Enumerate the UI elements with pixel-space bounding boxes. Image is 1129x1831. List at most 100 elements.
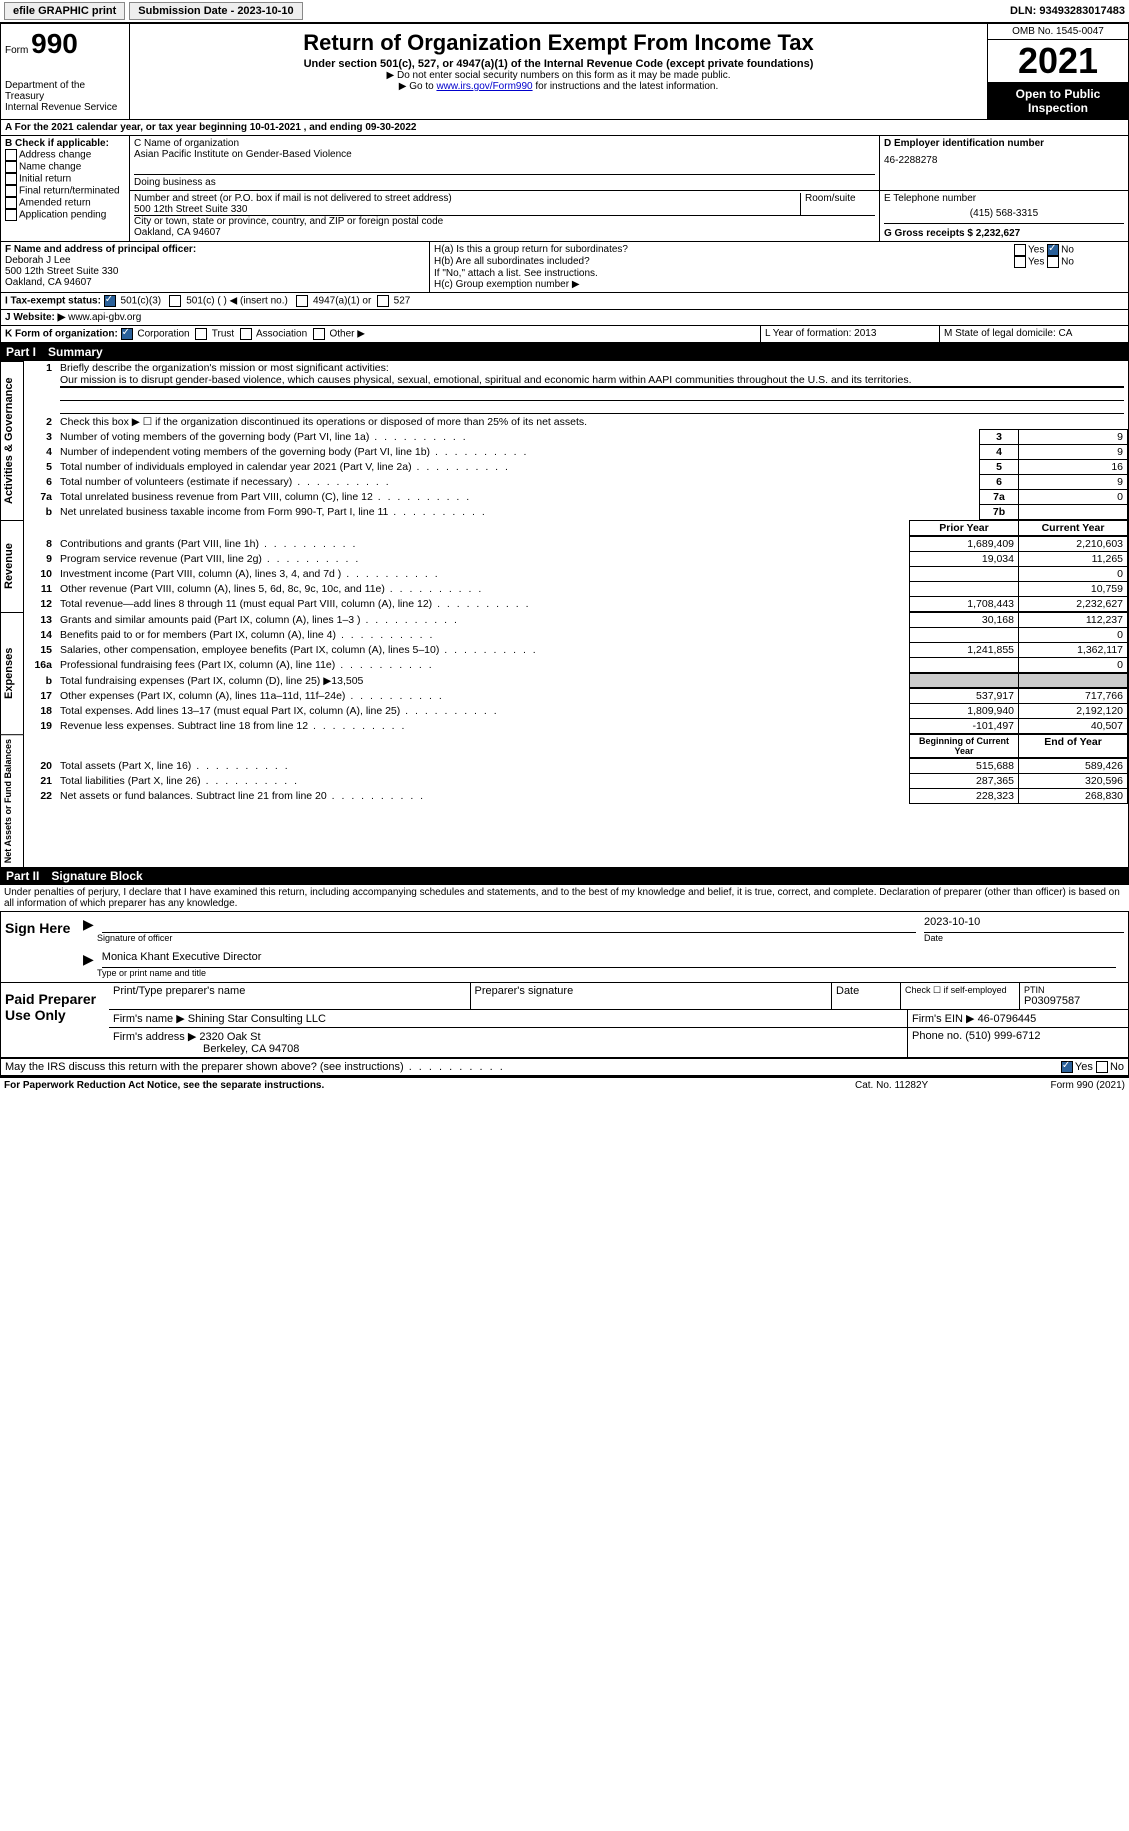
h-c: H(c) Group exemption number ▶: [434, 279, 1124, 290]
type-name-label: Type or print name and title: [97, 968, 1124, 978]
dba-label: Doing business as: [134, 177, 875, 188]
l1-label: Briefly describe the organization's miss…: [60, 362, 389, 374]
h-note: If "No," attach a list. See instructions…: [434, 268, 1124, 279]
box-m: M State of legal domicile: CA: [940, 326, 1129, 343]
ptin-value: P03097587: [1024, 995, 1124, 1007]
footer-mid: Cat. No. 11282Y: [855, 1080, 1005, 1091]
cb-trust[interactable]: [195, 328, 207, 340]
part2-title: Signature Block: [51, 869, 142, 883]
efile-print-button[interactable]: efile GRAPHIC print: [4, 2, 125, 20]
discuss-text: May the IRS discuss this return with the…: [5, 1061, 1061, 1073]
cb-hb-yes[interactable]: [1014, 256, 1026, 268]
col-current: Current Year: [1019, 521, 1128, 536]
sig-date-label: Date: [924, 933, 1124, 943]
part1-header: Part I Summary: [0, 343, 1129, 361]
form-number: 990: [31, 28, 78, 59]
cb-initial-return[interactable]: [5, 173, 17, 185]
cb-ha-no[interactable]: [1047, 244, 1059, 256]
form-header: Form 990 Department of the Treasury Inte…: [0, 23, 1129, 120]
col-prior: Prior Year: [910, 521, 1019, 536]
box-k-label: K Form of organization:: [5, 329, 118, 340]
city-value: Oakland, CA 94607: [134, 227, 875, 238]
dln: DLN: 93493283017483: [1010, 5, 1125, 17]
footer-right: Form 990 (2021): [1005, 1080, 1125, 1091]
vlabel-netassets: Net Assets or Fund Balances: [0, 734, 24, 867]
box-e-label: E Telephone number: [884, 193, 1124, 204]
irs-link[interactable]: www.irs.gov/Form990: [436, 81, 532, 92]
part2-header: Part II Signature Block: [0, 867, 1129, 885]
firm-ein-label: Firm's EIN ▶: [912, 1013, 975, 1025]
firm-addr2: Berkeley, CA 94708: [203, 1043, 299, 1055]
firm-name-label: Firm's name ▶: [113, 1013, 185, 1025]
ein-value: 46-2288278: [884, 155, 1124, 166]
form-word: Form: [5, 45, 28, 56]
col-begin: Beginning of Current Year: [910, 735, 1019, 758]
addr-value: 500 12th Street Suite 330: [134, 204, 800, 215]
officer-name: Deborah J Lee: [5, 255, 425, 266]
form-subtitle: Under section 501(c), 527, or 4947(a)(1)…: [138, 58, 979, 70]
period-line: A For the 2021 calendar year, or tax yea…: [0, 120, 1129, 136]
cb-discuss-no[interactable]: [1096, 1061, 1108, 1073]
vlabel-expenses: Expenses: [0, 612, 24, 734]
cb-name-change[interactable]: [5, 161, 17, 173]
cb-501c3[interactable]: [104, 295, 116, 307]
cb-ha-yes[interactable]: [1014, 244, 1026, 256]
box-b-label: B Check if applicable:: [5, 138, 125, 149]
cb-address-change[interactable]: [5, 149, 17, 161]
top-bar: efile GRAPHIC print Submission Date - 20…: [0, 0, 1129, 23]
cb-app-pending[interactable]: [5, 209, 17, 221]
part1-num: Part I: [6, 345, 36, 359]
h-a: H(a) Is this a group return for subordin…: [434, 244, 1014, 256]
check-self: Check ☐ if self-employed: [901, 983, 1020, 1009]
phone-value: (415) 568-3315: [884, 208, 1124, 219]
submission-date: Submission Date - 2023-10-10: [129, 2, 302, 20]
firm-addr1: 2320 Oak St: [199, 1031, 260, 1043]
box-i-label: I Tax-exempt status:: [5, 296, 101, 307]
irs-label: Internal Revenue Service: [5, 102, 125, 113]
org-name: Asian Pacific Institute on Gender-Based …: [134, 149, 875, 160]
cb-final-return[interactable]: [5, 185, 17, 197]
box-j-label: J Website: ▶: [5, 312, 65, 323]
part2-num: Part II: [6, 869, 39, 883]
prep-date-label: Date: [832, 983, 901, 1009]
sig-officer-label: Signature of officer: [97, 933, 924, 943]
cb-assoc[interactable]: [240, 328, 252, 340]
col-end: End of Year: [1019, 735, 1128, 758]
h-b: H(b) Are all subordinates included?: [434, 256, 1014, 268]
firm-addr-label: Firm's address ▶: [113, 1031, 196, 1043]
penalties-text: Under penalties of perjury, I declare th…: [0, 885, 1129, 911]
note-ssn: ▶ Do not enter social security numbers o…: [138, 70, 979, 81]
paid-preparer-label: Paid Preparer Use Only: [1, 983, 109, 1057]
box-d-label: D Employer identification number: [884, 138, 1124, 149]
form-title: Return of Organization Exempt From Incom…: [138, 30, 979, 56]
officer-addr2: Oakland, CA 94607: [5, 277, 425, 288]
cb-amended[interactable]: [5, 197, 17, 209]
prep-sig-label: Preparer's signature: [471, 983, 833, 1009]
cb-other[interactable]: [313, 328, 325, 340]
note-goto-post: for instructions and the latest informat…: [535, 81, 718, 92]
box-c-name-label: C Name of organization: [134, 138, 875, 149]
cb-hb-no[interactable]: [1047, 256, 1059, 268]
l1-text: Our mission is to disrupt gender-based v…: [60, 374, 1124, 387]
officer-typed-name: Monica Khant Executive Director: [102, 951, 1116, 968]
part1-title: Summary: [48, 345, 103, 359]
cb-corp[interactable]: [121, 328, 133, 340]
sign-here-label: Sign Here: [1, 912, 79, 982]
tax-year: 2021: [988, 40, 1128, 83]
dept-treasury: Department of the Treasury: [5, 80, 125, 102]
website-value: www.api-gbv.org: [68, 312, 141, 323]
arrow-icon-2: ▶: [83, 951, 94, 968]
l16b: Total fundraising expenses (Part IX, col…: [60, 675, 363, 687]
cb-527[interactable]: [377, 295, 389, 307]
firm-phone-label: Phone no.: [912, 1030, 962, 1042]
cb-discuss-yes[interactable]: [1061, 1061, 1073, 1073]
arrow-icon: ▶: [83, 916, 94, 933]
omb-number: OMB No. 1545-0047: [988, 24, 1128, 40]
addr-label: Number and street (or P.O. box if mail i…: [134, 193, 800, 204]
print-name-label: Print/Type preparer's name: [109, 983, 471, 1009]
cb-501c[interactable]: [169, 295, 181, 307]
firm-phone: (510) 999-6712: [965, 1030, 1040, 1042]
firm-name: Shining Star Consulting LLC: [188, 1013, 326, 1025]
vlabel-revenue: Revenue: [0, 520, 24, 612]
cb-4947[interactable]: [296, 295, 308, 307]
